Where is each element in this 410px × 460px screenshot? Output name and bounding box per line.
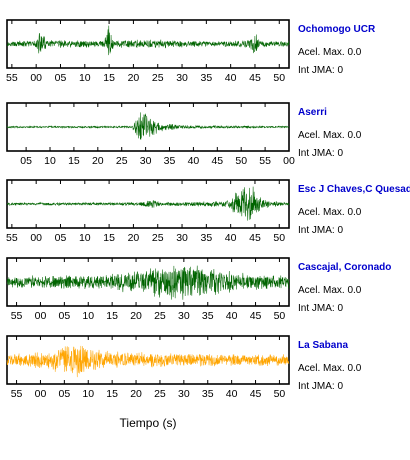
x-tick-label: 55 (11, 388, 23, 400)
seismogram-panel: 55 00 05 10 15 20 25 30 35 40 45 50 La Sabana Acel. M… (6, 335, 362, 400)
x-tick-label: 20 (128, 232, 140, 244)
x-tick-label: 45 (250, 310, 262, 322)
x-tick-label: 50 (273, 72, 285, 84)
x-tick-label: 05 (59, 388, 71, 400)
x-tick-label: 45 (249, 72, 261, 84)
x-tick-label: 00 (35, 310, 47, 322)
x-tick-label: 10 (44, 155, 56, 167)
x-tick-label: 55 (11, 310, 23, 322)
x-tick-label: 30 (178, 388, 190, 400)
x-tick-label: 50 (274, 310, 286, 322)
jma-intensity-text: Int JMA: 0 (298, 225, 343, 236)
x-tick-label: 50 (274, 388, 286, 400)
x-tick-label: 20 (128, 72, 140, 84)
x-tick-label: 00 (30, 232, 42, 244)
x-tick-label: 30 (178, 310, 190, 322)
station-name: La Sabana (298, 340, 348, 351)
station-name: Ochomogo UCR (298, 24, 376, 35)
seismogram-panel: 55 00 05 10 15 20 25 30 35 40 45 50 Cascajal, Corona… (6, 257, 391, 322)
jma-intensity-text: Int JMA: 0 (298, 303, 343, 314)
x-tick-label: 15 (103, 72, 115, 84)
x-tick-label: 40 (226, 388, 238, 400)
station-name: Esc J Chaves,C Quesada (298, 184, 410, 195)
jma-intensity-text: Int JMA: 0 (298, 148, 343, 159)
x-tick-label: 05 (59, 310, 71, 322)
x-tick-label: 25 (116, 155, 128, 167)
seismogram-panel: 55 00 05 10 15 20 25 30 35 40 45 50 Esc J Chaves,C Q… (6, 179, 410, 244)
x-tick-label: 25 (152, 232, 164, 244)
x-tick-label: 40 (188, 155, 200, 167)
x-tick-label: 30 (176, 72, 188, 84)
x-tick-label: 15 (106, 310, 118, 322)
accel-max-text: Acel. Max. 0.0 (298, 47, 362, 58)
waveform-trace (6, 345, 290, 378)
accel-max-text: Acel. Max. 0.0 (298, 207, 362, 218)
x-tick-label: 35 (164, 155, 176, 167)
x-tick-label: 40 (226, 310, 238, 322)
x-tick-label: 25 (152, 72, 164, 84)
waveform-trace (6, 112, 290, 140)
seismogram-panel: 55 00 05 10 15 20 25 30 35 40 45 50 Ochomogo UCR Acel… (6, 19, 376, 84)
x-tick-label: 15 (68, 155, 80, 167)
accel-max-text: Acel. Max. 0.0 (298, 285, 362, 296)
waveform-trace (6, 186, 290, 221)
panels-group: 55 00 05 10 15 20 25 30 35 40 45 50 Ochomogo UCR Acel… (6, 19, 410, 400)
x-tick-label: 55 (259, 155, 271, 167)
x-tick-label: 50 (273, 232, 285, 244)
x-tick-label: 35 (201, 232, 213, 244)
x-tick-label: 45 (250, 388, 262, 400)
station-name: Aserri (298, 107, 327, 118)
waveform-trace (6, 25, 290, 56)
station-name: Cascajal, Coronado (298, 262, 391, 273)
x-tick-label: 20 (130, 388, 142, 400)
jma-intensity-text: Int JMA: 0 (298, 65, 343, 76)
x-tick-label: 20 (130, 310, 142, 322)
x-tick-label: 10 (79, 72, 91, 84)
x-tick-label: 05 (55, 232, 67, 244)
x-tick-label: 10 (82, 388, 94, 400)
accel-max-text: Acel. Max. 0.0 (298, 130, 362, 141)
x-tick-label: 20 (92, 155, 104, 167)
x-tick-label: 45 (211, 155, 223, 167)
x-tick-label: 35 (202, 310, 214, 322)
x-tick-label: 00 (30, 72, 42, 84)
x-tick-label: 40 (225, 232, 237, 244)
x-tick-label: 35 (201, 72, 213, 84)
x-tick-label: 30 (140, 155, 152, 167)
x-tick-label: 10 (82, 310, 94, 322)
x-tick-label: 40 (225, 72, 237, 84)
jma-intensity-text: Int JMA: 0 (298, 381, 343, 392)
x-tick-label: 10 (79, 232, 91, 244)
x-tick-label: 55 (6, 232, 18, 244)
x-tick-label: 05 (20, 155, 32, 167)
waveform-trace (6, 265, 290, 300)
x-tick-label: 50 (235, 155, 247, 167)
x-tick-label: 45 (249, 232, 261, 244)
x-tick-label: 00 (35, 388, 47, 400)
x-tick-label: 15 (106, 388, 118, 400)
x-tick-label: 05 (55, 72, 67, 84)
x-axis-label: Tiempo (s) (120, 416, 177, 430)
x-tick-label: 25 (154, 310, 166, 322)
seismogram-panel: 05 10 15 20 25 30 35 40 45 50 55 00 Aserri Acel. Max.… (6, 102, 362, 167)
x-tick-label: 55 (6, 72, 18, 84)
x-tick-label: 30 (176, 232, 188, 244)
x-tick-label: 25 (154, 388, 166, 400)
x-tick-label: 00 (283, 155, 295, 167)
x-tick-label: 15 (103, 232, 115, 244)
accel-max-text: Acel. Max. 0.0 (298, 363, 362, 374)
x-tick-label: 35 (202, 388, 214, 400)
